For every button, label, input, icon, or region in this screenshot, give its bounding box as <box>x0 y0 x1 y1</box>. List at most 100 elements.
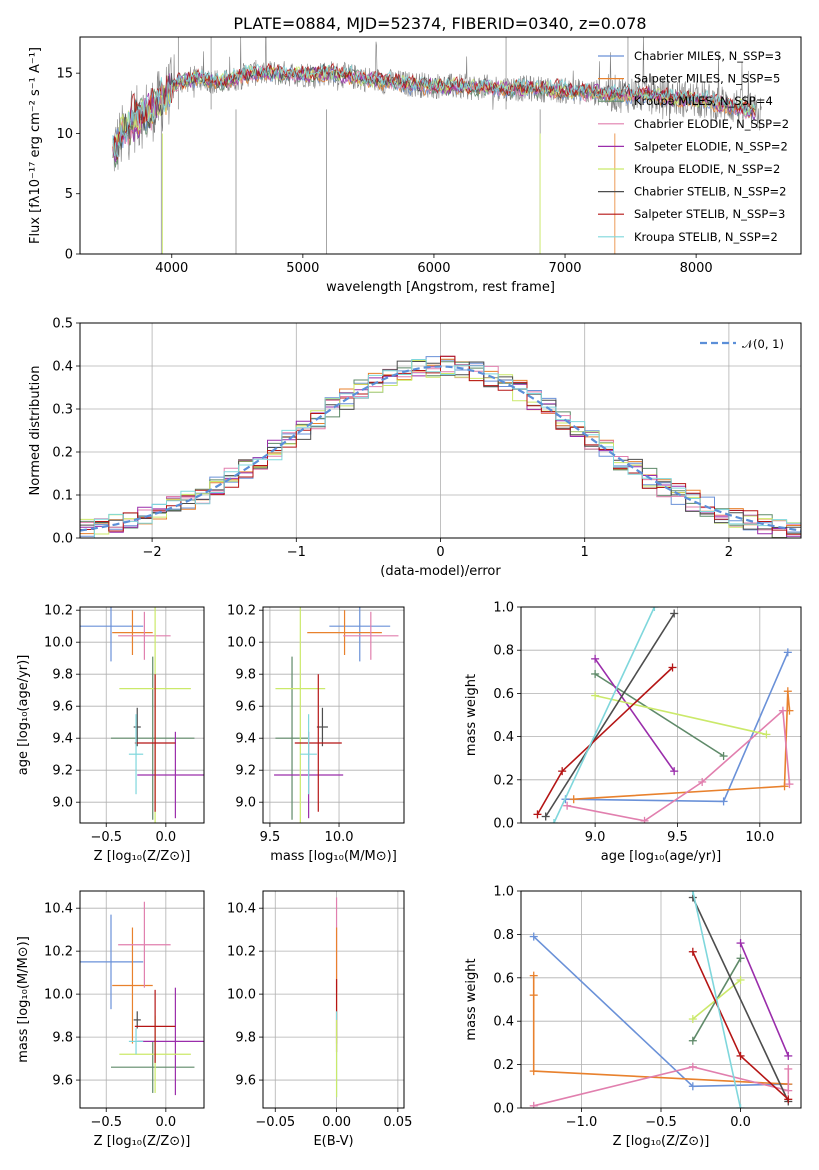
y-tick-label: 10.0 <box>44 636 73 651</box>
x-tick-label: 0 <box>436 545 444 560</box>
y-tick-label: 5 <box>65 187 73 202</box>
model-spectrum-line <box>112 63 756 158</box>
y-axis-label: mass weight <box>464 674 479 756</box>
weight-line <box>545 613 675 817</box>
y-tick-label: 0.0 <box>493 1102 514 1117</box>
legend-label: Chabrier ELODIE, N_SSP=2 <box>634 117 789 131</box>
errorbar-point <box>275 656 309 820</box>
errorbar-point <box>134 674 176 812</box>
legend-label: Chabrier MILES, N_SSP=3 <box>634 49 781 63</box>
errorbar-point <box>128 714 144 795</box>
x-axis-label: mass [log₁₀(M/M⊙)] <box>270 849 397 864</box>
y-tick-label: 0.2 <box>52 446 73 461</box>
spectrum-title: PLATE=0884, MJD=52374, FIBERID=0340, z=0… <box>233 14 646 33</box>
y-tick-label: 0.5 <box>52 317 73 332</box>
y-tick-label: 0.4 <box>52 360 73 375</box>
x-axis-label: Z [log₁₀(Z/Z⊙)] <box>94 1134 191 1149</box>
y-tick-label: 0.0 <box>52 532 73 547</box>
normal-curve <box>80 365 801 532</box>
y-tick-label: 9.0 <box>235 796 256 811</box>
y-tick-label: 10.0 <box>44 988 73 1003</box>
y-tick-label: 0.6 <box>493 687 514 702</box>
x-tick-label: −0.05 <box>255 1115 295 1130</box>
weight-marker <box>640 816 649 823</box>
x-tick-label: 0.0 <box>730 1115 751 1130</box>
age-vs-mass-panel: 9.5 10.0 9.0 9.2 9.4 9.6 9.8 10.0 10.2 mass [log₁… <box>227 604 405 864</box>
x-tick-label: 0.0 <box>156 830 177 845</box>
x-axis-label: E(B-V) <box>313 1134 353 1149</box>
weight-line <box>594 658 675 772</box>
y-tick-label: 0.8 <box>493 928 514 943</box>
weight-marker <box>784 1051 793 1060</box>
mass-vs-ebv-panel: −0.05 0.00 0.05 9.6 9.8 10.0 10.2 10.4 E(B-V) <box>227 890 412 1149</box>
y-tick-label: 10.2 <box>44 604 73 619</box>
weight-marker <box>591 654 600 663</box>
weight-marker <box>784 1086 793 1095</box>
weight-marker <box>533 810 542 819</box>
weight-line <box>553 607 656 823</box>
errorbar-point <box>300 714 317 795</box>
weight-marker <box>688 891 697 895</box>
weight-marker <box>529 932 538 941</box>
errorbar-point <box>128 1028 144 1055</box>
y-tick-label: 10.2 <box>227 604 256 619</box>
spectrum-panel: 4000 5000 6000 7000 8000 0 5 10 15 wavelength [An… <box>28 36 802 295</box>
weight-marker <box>650 607 659 611</box>
weight-marker <box>688 947 697 956</box>
y-tick-label: 0.6 <box>493 971 514 986</box>
errorbar-point <box>294 674 342 812</box>
weight-line <box>692 891 742 1108</box>
legend-label: Kroupa ELODIE, N_SSP=2 <box>634 162 780 176</box>
errorbar-point <box>133 1011 141 1029</box>
plot-frame <box>262 606 405 824</box>
x-axis-label: Z [log₁₀(Z/Z⊙)] <box>613 1134 710 1149</box>
errorbar-plot-area <box>80 607 204 823</box>
weight-marker <box>736 1104 745 1108</box>
mass-vs-metallicity-panel: −0.5 0.0 9.6 9.8 10.0 10.2 10.4 Z [log₁₀(Z/Z⊙)]… <box>16 890 205 1149</box>
weight-vs-age-panel: 9.0 9.5 10.0 0.0 0.2 0.4 0.6 0.8 1.0 age [log₁₀(a… <box>464 601 802 864</box>
y-tick-label: 10.4 <box>227 902 256 917</box>
weight-marker <box>783 648 792 657</box>
weight-line <box>739 942 790 1057</box>
weight-marker <box>670 609 679 618</box>
x-axis-label: Z [log₁₀(Z/Z⊙)] <box>94 849 191 864</box>
y-tick-label: 10.0 <box>227 988 256 1003</box>
x-tick-label: −2 <box>143 545 162 560</box>
plot-frame <box>79 890 205 1109</box>
weight-line <box>573 691 791 800</box>
weight-marker <box>780 782 789 791</box>
plot-frame <box>79 322 802 539</box>
x-tick-label: 4000 <box>155 261 188 276</box>
x-tick-label: 9.5 <box>667 830 688 845</box>
y-tick-label: 10.2 <box>44 945 73 960</box>
y-tick-label: 0.4 <box>493 730 514 745</box>
weight-marker <box>591 691 600 700</box>
errorbar-point <box>133 707 141 747</box>
legend-label: Salpeter STELIB, N_SSP=3 <box>634 207 785 221</box>
errorbar-plot-area <box>274 607 399 823</box>
weight-marker <box>688 1036 697 1045</box>
weight-marker <box>558 767 567 776</box>
y-tick-label: 0 <box>65 248 73 263</box>
y-tick-label: 15 <box>56 67 73 82</box>
y-tick-label: 10.0 <box>227 636 256 651</box>
weight-marker <box>736 954 745 963</box>
y-tick-label: 9.2 <box>235 764 256 779</box>
x-tick-label: 0.05 <box>383 1115 412 1130</box>
y-tick-label: 10.2 <box>227 945 256 960</box>
y-tick-label: 9.4 <box>235 732 256 747</box>
x-tick-label: 9.5 <box>260 830 281 845</box>
weight-marker <box>549 819 558 823</box>
weight-line <box>533 1065 790 1107</box>
x-tick-label: 6000 <box>417 261 450 276</box>
legend-label: Chabrier STELIB, N_SSP=2 <box>634 185 786 199</box>
spectrum-plot-area <box>112 37 762 254</box>
x-tick-label: 10.0 <box>745 830 774 845</box>
weight-marker <box>668 663 677 672</box>
x-tick-label: 0.0 <box>156 1115 177 1130</box>
weight-plot-area <box>529 891 793 1108</box>
y-axis-label: mass [log₁₀(M/M⊙)] <box>16 936 31 1063</box>
y-tick-label: 9.4 <box>52 732 73 747</box>
y-tick-label: 9.6 <box>235 1074 256 1089</box>
errorbar-plot-area <box>80 901 204 1096</box>
